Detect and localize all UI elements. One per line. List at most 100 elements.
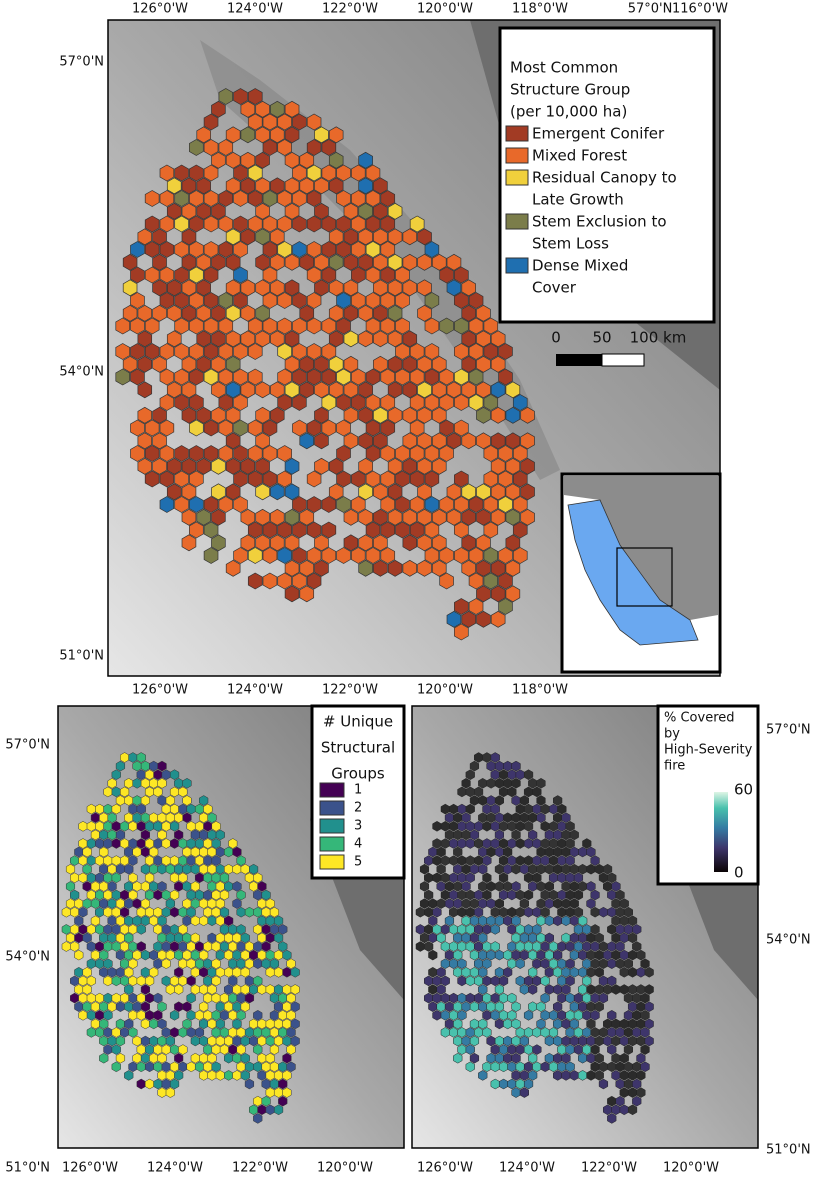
hex-cell [132, 760, 142, 772]
hex-cell [277, 470, 292, 488]
hex-cell [440, 1010, 450, 1021]
hex-cell [103, 889, 113, 901]
hex-cell [211, 381, 226, 399]
hex-cell [244, 872, 255, 884]
hex-cell [224, 1052, 234, 1064]
hex-cell [225, 177, 241, 195]
hex-cell [186, 958, 196, 969]
hex-cell [182, 1001, 192, 1012]
hex-cell [440, 992, 450, 1004]
hex-cell [178, 906, 188, 918]
hex-cell [478, 915, 488, 927]
hex-cell [615, 1027, 625, 1038]
hex-cell [82, 932, 92, 944]
hex-cell [380, 317, 396, 335]
hex-cell [181, 279, 197, 297]
hex-cell [520, 457, 535, 475]
hex-cell [498, 598, 513, 615]
hex-cell [519, 949, 529, 961]
colorbar [714, 792, 728, 872]
hex-cell [465, 769, 475, 780]
axis-label: 124°0'W [147, 1161, 203, 1176]
axis-label: Structure Group [510, 81, 630, 99]
hex-cell [465, 941, 475, 952]
hex-cell [351, 164, 366, 182]
hex-cell [578, 1052, 588, 1064]
hex-cell [140, 829, 150, 841]
hex-cell [436, 1001, 446, 1012]
hex-cell [107, 863, 117, 875]
hex-cell [169, 872, 180, 884]
hex-cell [292, 419, 307, 437]
hex-cell [373, 432, 388, 450]
hex-cell [232, 1052, 242, 1064]
hex-cell [161, 1027, 171, 1038]
hex-cell [528, 1052, 538, 1064]
hex-cell [292, 496, 307, 513]
hex-cell [186, 838, 196, 849]
hex-cell [490, 821, 500, 832]
hex-cell [86, 1010, 96, 1021]
hex-cell [314, 177, 329, 195]
hex-cell [128, 803, 138, 815]
hex-cell [211, 889, 221, 901]
hex-cell [611, 1104, 621, 1116]
hex-cell [233, 292, 248, 309]
hex-cell [454, 368, 469, 386]
hex-cell [144, 838, 155, 849]
hex-cell [186, 992, 196, 1004]
hex-cell [103, 941, 113, 952]
hex-cell [292, 368, 307, 386]
hex-cell [207, 932, 217, 944]
hex-cell [211, 872, 221, 884]
hex-cell [507, 992, 517, 1004]
hex-cell [95, 872, 105, 884]
hex-cell [328, 330, 344, 348]
hex-cell [636, 984, 646, 995]
hex-cell [157, 1087, 167, 1098]
hex-cell [515, 855, 525, 866]
hex-cell [523, 1061, 534, 1073]
hex-cell [273, 915, 284, 927]
hex-cell [273, 1018, 284, 1030]
hex-cell [236, 941, 246, 952]
hex-cell [240, 967, 250, 978]
hex-cell [512, 394, 528, 411]
hex-cell [265, 932, 275, 944]
hex-cell [165, 1070, 175, 1081]
hex-cell [270, 126, 285, 144]
hex-cell [636, 1035, 646, 1047]
hex-cell [228, 1044, 238, 1055]
hex-cell [82, 881, 92, 892]
hex-cell [482, 752, 492, 763]
hex-cell [233, 496, 248, 513]
legend-swatch [505, 147, 529, 164]
hex-cell [623, 1078, 633, 1090]
hex-cell [178, 975, 188, 987]
hex-cell [590, 941, 600, 952]
hex-cell [465, 906, 475, 918]
hex-cell [512, 470, 528, 488]
hex-cell [507, 855, 517, 866]
hex-cell [86, 838, 96, 849]
hex-cell [469, 863, 480, 875]
hex-cell [218, 394, 234, 411]
hex-cell [219, 1010, 230, 1021]
hex-cell [607, 1095, 617, 1107]
hex-cell [380, 470, 396, 488]
hex-cell [561, 1018, 571, 1030]
hex-cell [365, 317, 381, 335]
hex-cell [446, 508, 462, 526]
hex-cell [169, 803, 180, 815]
hex-cell [395, 445, 410, 462]
hex-cell [486, 812, 496, 823]
hex-cell [494, 863, 504, 875]
hex-cell [536, 846, 546, 858]
hex-cell [111, 992, 121, 1004]
hex-cell [103, 1044, 113, 1055]
hex-cell [468, 394, 484, 411]
hex-cell [132, 898, 142, 909]
hex-cell [278, 1027, 288, 1038]
hex-cell [247, 419, 263, 437]
hex-cell [240, 1001, 250, 1012]
